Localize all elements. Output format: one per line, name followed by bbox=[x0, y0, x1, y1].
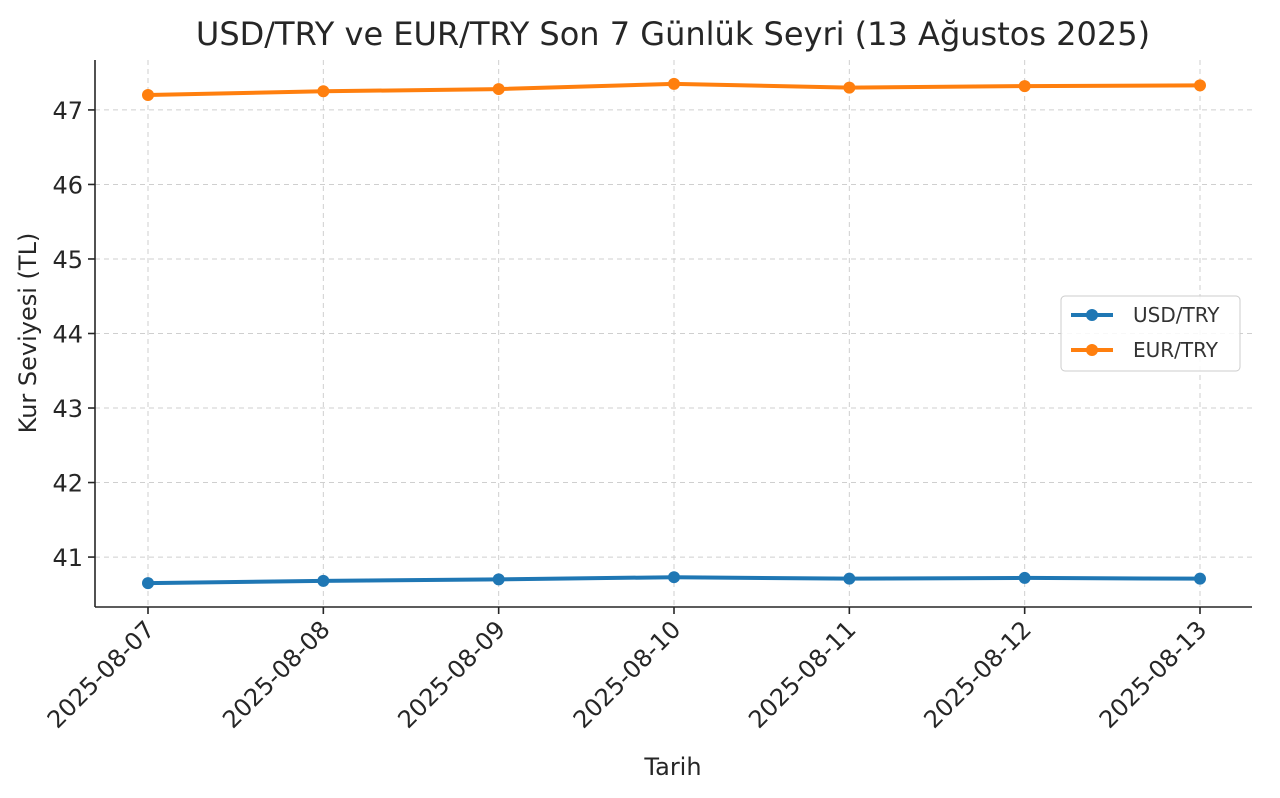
data-point bbox=[843, 81, 856, 94]
chart-title: USD/TRY ve EUR/TRY Son 7 Günlük Seyri (1… bbox=[196, 15, 1150, 53]
x-tick-label: 2025-08-08 bbox=[217, 615, 335, 733]
x-axis-ticks: 2025-08-07 2025-08-08 2025-08-09 2025-08-10… bbox=[42, 607, 1212, 734]
series-group bbox=[142, 77, 1206, 590]
y-axis-label: Kur Seviyesi (TL) bbox=[14, 233, 42, 434]
data-point bbox=[668, 571, 680, 584]
legend-swatch-marker bbox=[1086, 344, 1098, 356]
data-point bbox=[142, 89, 154, 102]
y-tick-label: 45 bbox=[52, 246, 83, 274]
y-tick-label: 42 bbox=[52, 470, 83, 498]
x-tick-label: 2025-08-07 bbox=[42, 615, 160, 733]
legend-swatch-marker bbox=[1086, 309, 1098, 321]
x-tick-label: 2025-08-11 bbox=[743, 615, 861, 733]
y-tick-label: 43 bbox=[52, 395, 83, 423]
legend-label: USD/TRY bbox=[1133, 303, 1220, 327]
y-tick-label: 41 bbox=[52, 544, 83, 572]
data-point bbox=[668, 77, 680, 90]
legend-item: EUR/TRY bbox=[1071, 338, 1219, 362]
legend-item: USD/TRY bbox=[1071, 303, 1220, 327]
legend: USD/TRY EUR/TRY bbox=[1060, 295, 1241, 372]
data-point bbox=[1018, 80, 1031, 93]
data-point bbox=[317, 85, 330, 98]
series-2 bbox=[142, 77, 1206, 102]
y-tick-label: 46 bbox=[52, 171, 83, 199]
x-tick-label: 2025-08-09 bbox=[392, 615, 510, 733]
data-point bbox=[492, 83, 505, 96]
x-axis-label: Tarih bbox=[643, 753, 701, 781]
y-tick-label: 47 bbox=[52, 97, 83, 125]
y-axis-ticks: 41 42 43 44 45 46 47 bbox=[52, 97, 95, 572]
data-point bbox=[843, 572, 856, 585]
x-tick-label: 2025-08-10 bbox=[568, 615, 686, 733]
data-point bbox=[317, 574, 330, 587]
data-point bbox=[492, 573, 505, 586]
x-tick-label: 2025-08-12 bbox=[918, 615, 1036, 733]
data-point bbox=[142, 577, 154, 590]
data-point bbox=[1194, 79, 1206, 92]
y-tick-label: 44 bbox=[52, 321, 83, 349]
data-point bbox=[1018, 571, 1031, 584]
x-tick-label: 2025-08-13 bbox=[1094, 615, 1212, 733]
series-1 bbox=[142, 571, 1206, 590]
legend-label: EUR/TRY bbox=[1133, 338, 1219, 362]
data-point bbox=[1194, 572, 1206, 585]
